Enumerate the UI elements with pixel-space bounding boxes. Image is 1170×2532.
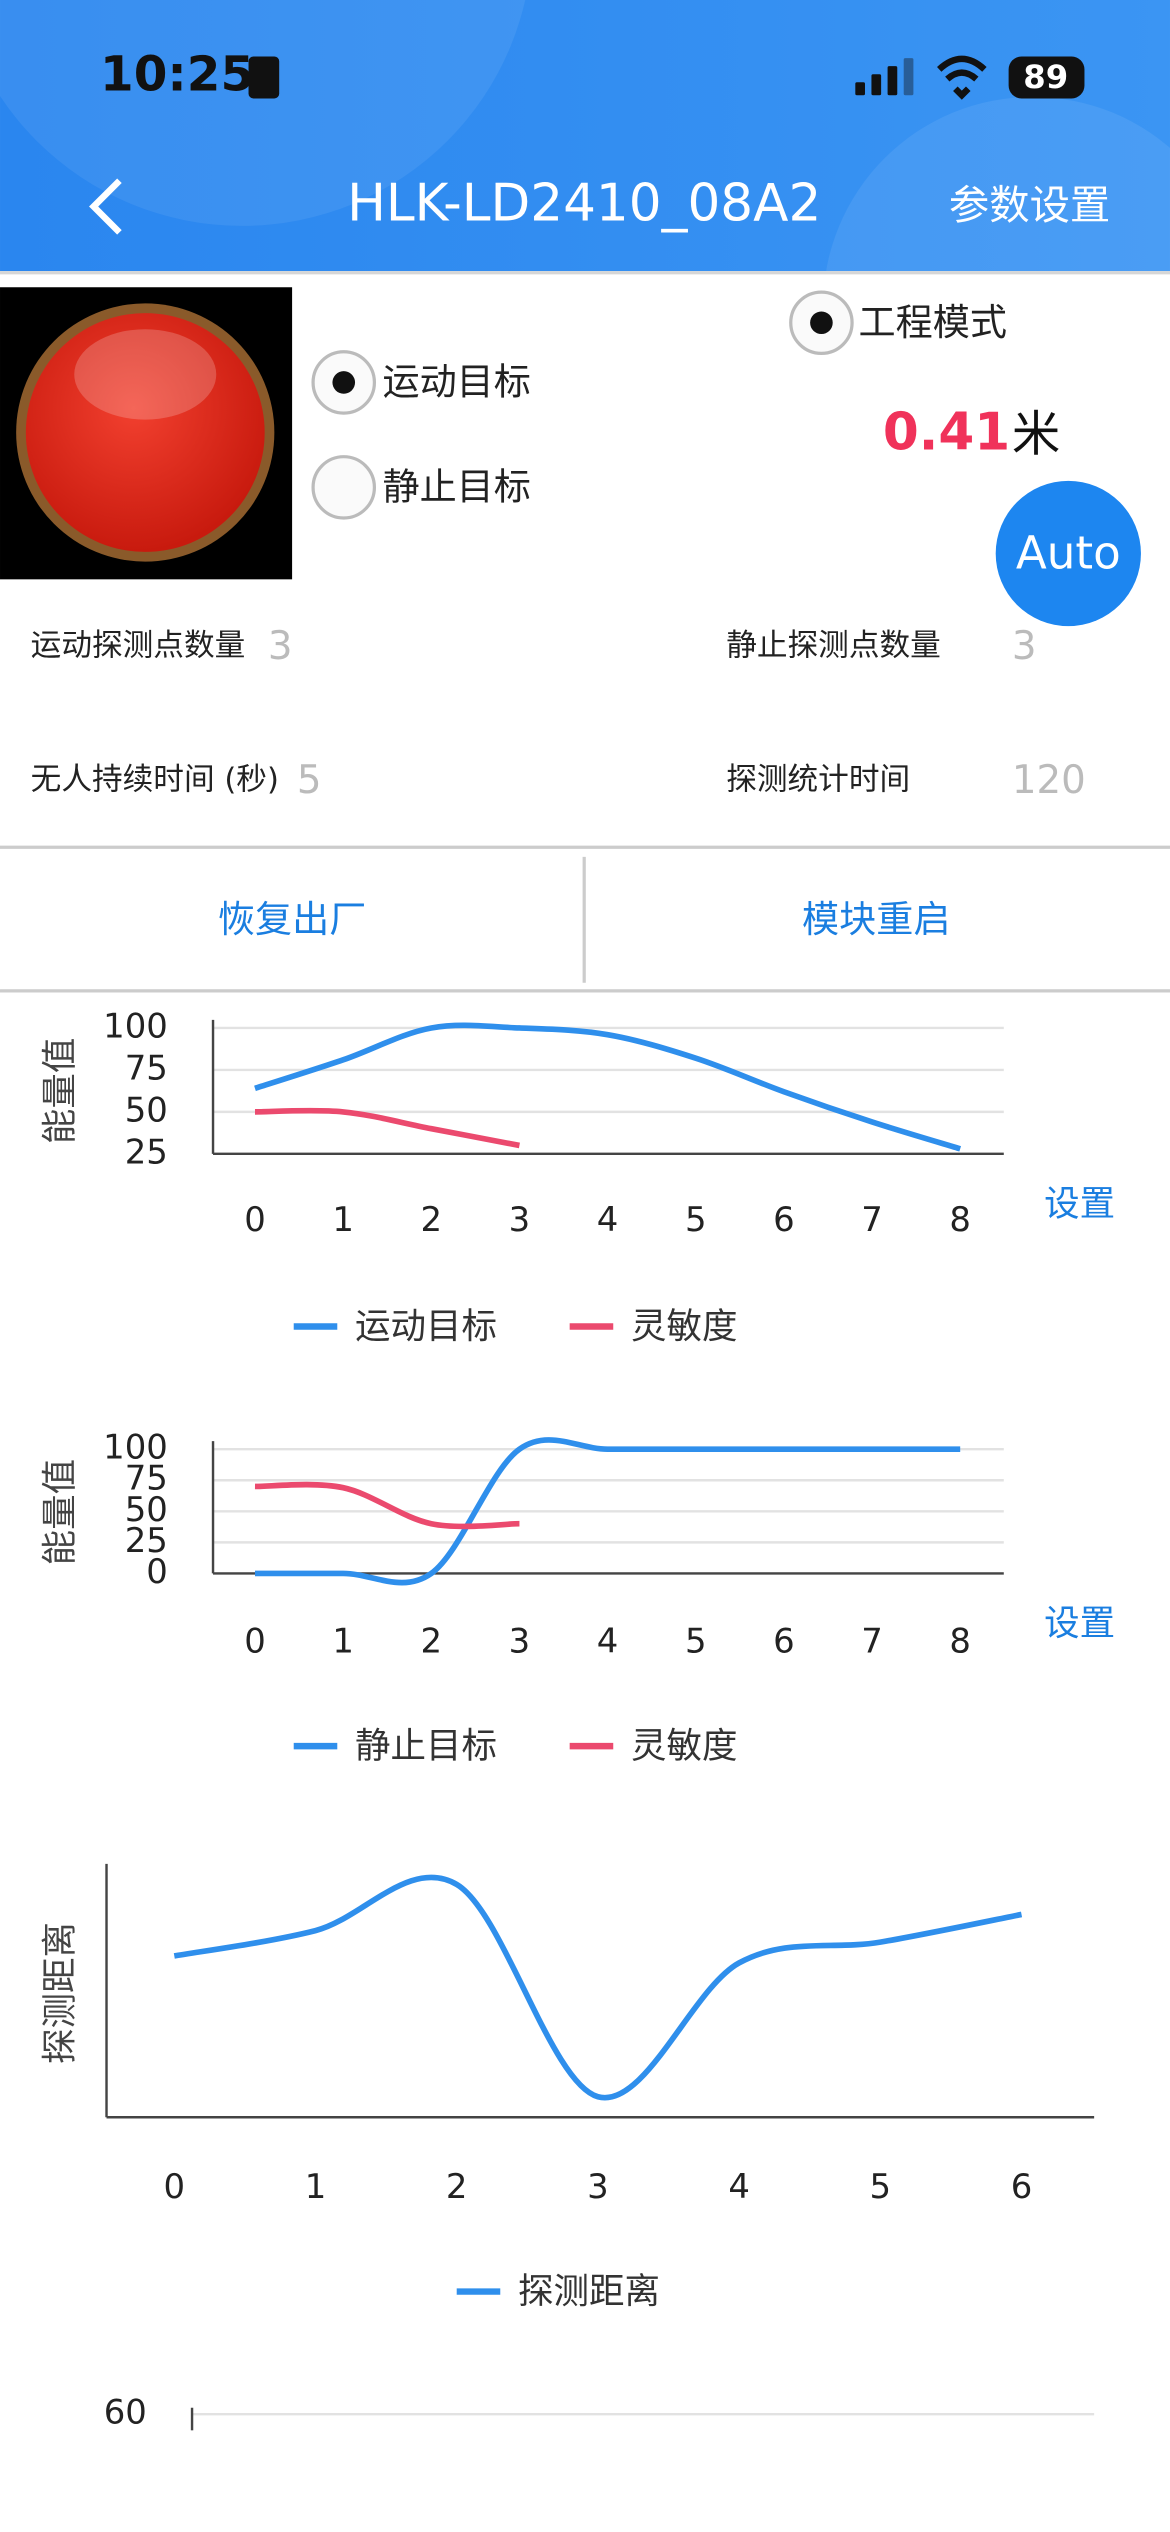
- back-button[interactable]: [89, 178, 122, 235]
- x-tick-label: 6: [773, 1621, 795, 1660]
- x-tick-label: 8: [949, 1621, 971, 1660]
- legend-label: 灵敏度: [631, 1306, 738, 1347]
- series-line: [254, 1437, 961, 1586]
- field-label: 探测统计时间: [726, 763, 910, 798]
- settings-link[interactable]: 参数设置: [949, 182, 1110, 229]
- auto-button[interactable]: [995, 480, 1141, 627]
- factory-reset-button[interactable]: 恢复出厂: [218, 898, 366, 941]
- auto-label: Auto: [1016, 527, 1121, 580]
- header-bg: [0, 0, 1170, 272]
- x-tick-label: 2: [446, 2167, 468, 2206]
- field-label: 运动探测点数量: [31, 629, 246, 664]
- x-tick-label: 5: [685, 1621, 707, 1660]
- field-value[interactable]: 3: [1012, 624, 1037, 669]
- field-value[interactable]: 5: [297, 758, 322, 803]
- field-label: 无人持续时间 (秒): [31, 763, 279, 798]
- distance-unit: 米: [1012, 406, 1060, 462]
- legend-label: 灵敏度: [631, 1726, 738, 1767]
- x-tick-label: 1: [305, 2167, 327, 2206]
- x-tick-label: 6: [1011, 2167, 1033, 2206]
- y-tick-label: 25: [125, 1521, 168, 1560]
- wifi-icon: [937, 55, 987, 100]
- series-line: [254, 1481, 520, 1530]
- y-tick-label: 25: [125, 1132, 168, 1171]
- status-icon: [248, 56, 280, 99]
- field-value[interactable]: 3: [268, 624, 293, 669]
- radio-static[interactable]: [311, 455, 377, 520]
- x-tick-label: 5: [870, 2167, 892, 2206]
- y-axis-label: 探测距离: [39, 1922, 80, 2064]
- x-tick-label: 1: [332, 1200, 354, 1239]
- chart-settings-link: 设置: [1044, 1183, 1115, 1224]
- x-tick-label: 7: [861, 1621, 883, 1660]
- y-tick-label: 50: [125, 1490, 168, 1529]
- legend-label: 探测距离: [518, 2271, 660, 2312]
- x-tick-label: 0: [244, 1200, 266, 1239]
- x-tick-label: 4: [597, 1200, 619, 1239]
- y-tick-label: 75: [125, 1048, 168, 1087]
- radio-label: 静止目标: [382, 465, 530, 508]
- y-axis-label: 能量值: [39, 1459, 80, 1566]
- x-tick-label: 2: [421, 1200, 443, 1239]
- x-tick-label: 7: [861, 1200, 883, 1239]
- radio-label: 运动目标: [382, 361, 530, 404]
- y-tick-label: 60: [104, 2393, 147, 2432]
- x-tick-label: 8: [949, 1200, 971, 1239]
- header-deco: [823, 96, 1170, 517]
- x-tick-label: 1: [332, 1621, 354, 1660]
- ball-shine: [74, 329, 217, 420]
- header-deco: [0, 0, 526, 226]
- x-tick-label: 5: [685, 1200, 707, 1239]
- restart-button[interactable]: 模块重启: [802, 898, 950, 941]
- x-tick-label: 3: [587, 2167, 609, 2206]
- status-time: 10:25: [100, 46, 254, 102]
- series-line: [254, 1022, 962, 1152]
- series-line: [173, 1874, 1023, 2101]
- x-tick-label: 3: [509, 1621, 531, 1660]
- y-tick-label: 100: [103, 1006, 168, 1045]
- x-tick-label: 0: [164, 2167, 186, 2206]
- y-tick-label: 100: [103, 1428, 168, 1467]
- chart-settings-link: 设置: [1044, 1603, 1115, 1644]
- y-axis-label: 能量值: [39, 1038, 80, 1145]
- series-line: [254, 1107, 520, 1149]
- y-tick-label: 0: [146, 1552, 168, 1591]
- x-tick-label: 4: [597, 1621, 619, 1660]
- x-tick-label: 2: [421, 1621, 443, 1660]
- signal-icon: [855, 58, 914, 96]
- legend-label: 静止目标: [355, 1726, 497, 1767]
- legend-label: 运动目标: [355, 1306, 497, 1347]
- radio-dot: [810, 311, 833, 335]
- distance-value: 0.41: [883, 403, 1010, 463]
- ball: [25, 313, 265, 552]
- radio-dot: [332, 371, 356, 394]
- battery-level: 89: [1023, 58, 1068, 96]
- radio-label: 工程模式: [859, 301, 1007, 344]
- nav-title: HLK-LD2410_08A2: [347, 174, 821, 234]
- field-label: 静止探测点数量: [726, 629, 941, 664]
- x-tick-label: 4: [728, 2167, 750, 2206]
- y-tick-label: 50: [125, 1090, 168, 1129]
- x-tick-label: 6: [773, 1200, 795, 1239]
- field-value[interactable]: 120: [1012, 758, 1086, 803]
- y-tick-label: 75: [125, 1459, 168, 1498]
- x-tick-label: 3: [509, 1200, 531, 1239]
- battery-icon: [1008, 56, 1085, 99]
- x-tick-label: 0: [244, 1621, 266, 1660]
